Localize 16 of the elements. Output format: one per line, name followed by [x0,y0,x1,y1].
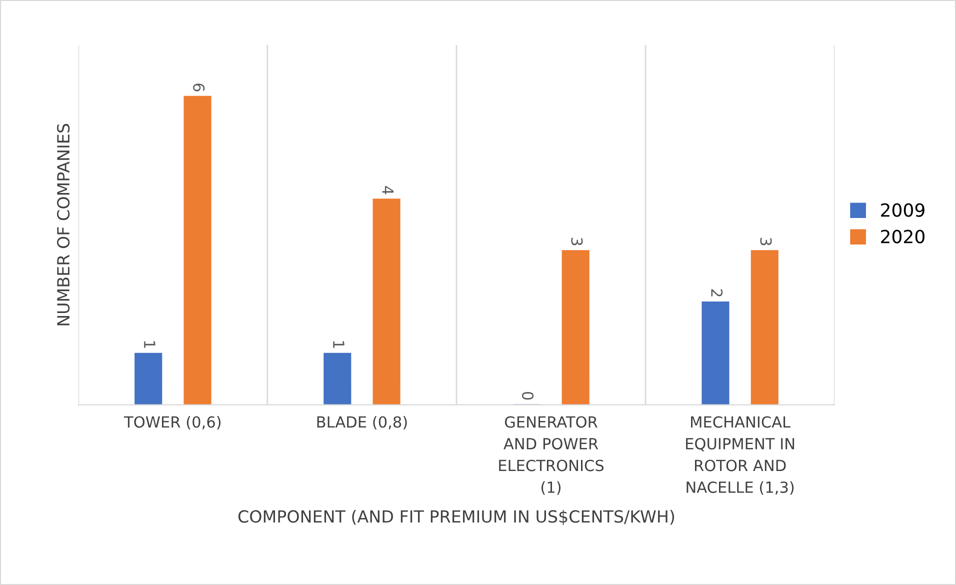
x-tick-label: GENERATOR AND POWER ELECTRONICS (1) [499,416,604,495]
x-tick-label: MECHANICAL EQUIPMENT IN ROTOR AND NACELLE (1,3) [686,416,794,495]
data-label: 1 [333,341,344,348]
data-label: 3 [760,238,772,246]
data-label: 0 [522,392,534,400]
x-tick-label: TOWER (0,6) [124,416,221,430]
data-label: 4 [382,186,394,194]
legend-label: 2009 [881,203,924,217]
data-label: 1 [144,341,156,348]
legend-label: 2020 [881,230,924,244]
data-label: 3 [571,238,583,246]
data-label: 6 [193,84,205,92]
y-axis-title: NUMBER OF COMPANIES [57,124,70,326]
x-axis-title: COMPONENT (AND FIT PREMIUM IN US$CENTS/KWH) [238,510,674,525]
x-tick-label: BLADE (0,8) [317,416,407,430]
data-label: 2 [711,289,723,296]
